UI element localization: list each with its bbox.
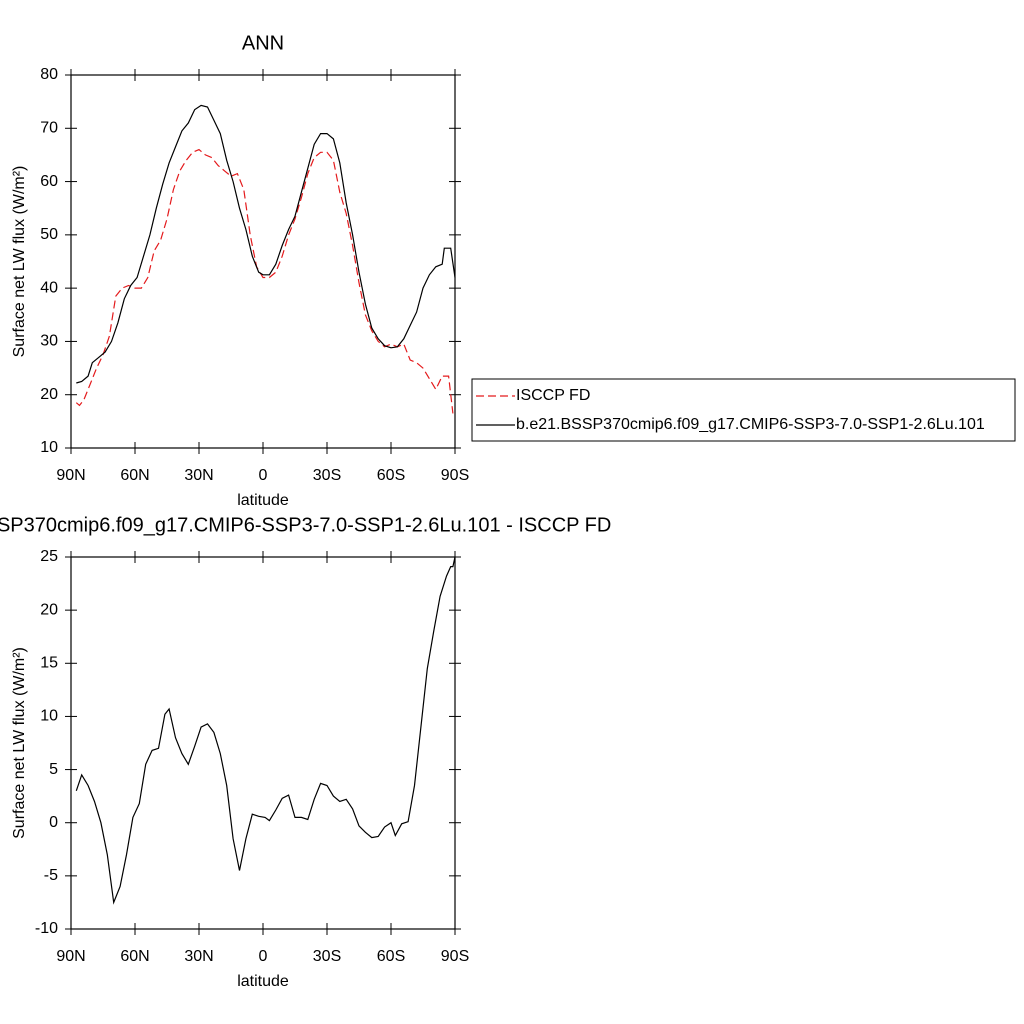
- x-tick-label: 90S: [441, 467, 469, 484]
- y-tick-label: 0: [49, 814, 58, 831]
- x-tick-label: 30S: [313, 467, 341, 484]
- y-tick-label: 50: [40, 226, 58, 243]
- x-tick-label: 60S: [377, 948, 405, 965]
- y-tick-label: 30: [40, 333, 58, 350]
- legend-label: ISCCP FD: [516, 387, 590, 404]
- x-tick-label: 90N: [56, 467, 85, 484]
- y-tick-label: -10: [35, 920, 58, 937]
- plot-frame: [70, 74, 456, 449]
- x-tick-label: 30N: [184, 948, 213, 965]
- y-tick-label: 80: [40, 66, 58, 83]
- y-tick-label: 70: [40, 120, 58, 137]
- y-tick-label: 10: [40, 439, 58, 456]
- x-tick-label: 30N: [184, 467, 213, 484]
- x-tick-label: 90S: [441, 948, 469, 965]
- plot-frame: [70, 556, 456, 930]
- y-tick-label: 25: [40, 548, 58, 565]
- x-axis-label: latitude: [237, 492, 289, 509]
- x-tick-label: 0: [259, 467, 268, 484]
- legend-label: b.e21.BSSP370cmip6.f09_g17.CMIP6-SSP3-7.…: [516, 416, 985, 433]
- chart-title: ANN: [242, 32, 284, 54]
- y-axis-label: Surface net LW flux (W/m²): [11, 647, 28, 839]
- x-tick-label: 0: [259, 948, 268, 965]
- y-tick-label: 60: [40, 173, 58, 190]
- x-tick-label: 90N: [56, 948, 85, 965]
- y-tick-label: 5: [49, 761, 58, 778]
- y-tick-label: 15: [40, 655, 58, 672]
- y-tick-label: 40: [40, 279, 58, 296]
- x-tick-label: 60N: [120, 467, 149, 484]
- y-axis-label: Surface net LW flux (W/m²): [11, 166, 28, 358]
- data-line: [75, 556, 456, 905]
- x-tick-label: 60S: [377, 467, 405, 484]
- data-line: [76, 104, 456, 384]
- y-tick-label: 20: [40, 601, 58, 618]
- x-axis-label: latitude: [237, 973, 289, 990]
- legend-box: [471, 378, 1016, 442]
- y-tick-label: -5: [44, 867, 58, 884]
- chart-title: b.e21.BSSP370cmip6.f09_g17.CMIP6-SSP3-7.…: [0, 514, 611, 536]
- data-line: [75, 148, 454, 414]
- x-tick-label: 60N: [120, 948, 149, 965]
- y-tick-label: 20: [40, 386, 58, 403]
- y-tick-label: 10: [40, 708, 58, 725]
- x-tick-label: 30S: [313, 948, 341, 965]
